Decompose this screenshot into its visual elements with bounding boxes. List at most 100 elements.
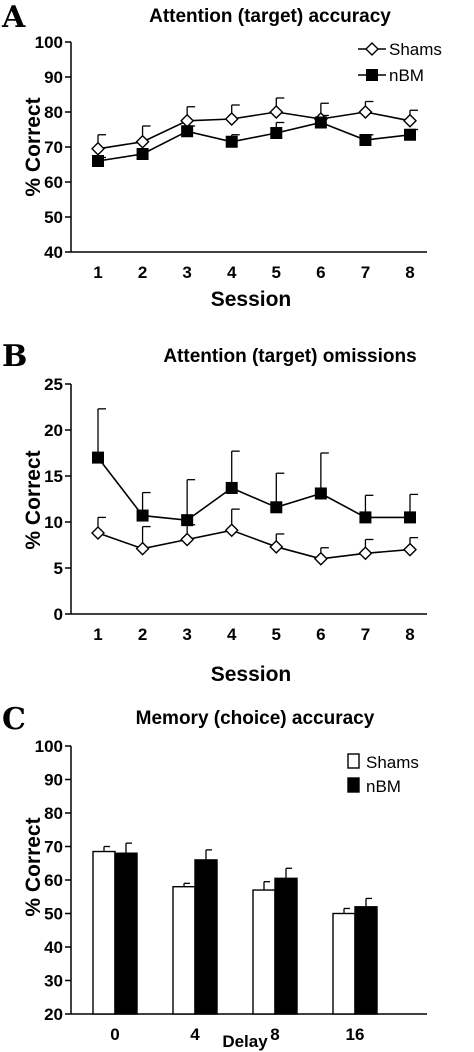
data-point-nbm	[270, 127, 283, 139]
y-tick-label: 90	[44, 771, 63, 790]
y-tick-label: 40	[44, 938, 63, 957]
y-tick-label: 80	[44, 804, 63, 823]
legend-marker	[365, 42, 379, 56]
data-point-nbm	[314, 487, 327, 500]
data-point-nbm	[404, 511, 416, 524]
data-point-shams	[269, 105, 284, 119]
bar-shams	[92, 850, 116, 1015]
x-tick-label: 6	[316, 263, 325, 282]
data-point-nbm	[404, 128, 416, 141]
x-tick-label: 5	[272, 263, 281, 282]
data-point-nbm	[136, 509, 149, 522]
data-point-nbm	[225, 481, 238, 494]
y-tick-label: 20	[44, 1005, 63, 1024]
panel-letter-c: C	[2, 702, 26, 737]
y-tick-label: 90	[44, 68, 63, 87]
data-point-shams	[180, 113, 195, 128]
data-point-nbm	[225, 135, 238, 148]
series-line-shams	[97, 529, 411, 560]
bar-shams	[332, 912, 356, 1015]
ylabel-c: % Correct	[22, 817, 45, 916]
data-point-shams	[91, 526, 105, 541]
title-a: Attention (target) accuracy	[149, 6, 391, 27]
y-tick-label: 30	[44, 972, 63, 991]
x-tick-label: 1	[93, 263, 102, 282]
data-point-shams	[224, 112, 239, 126]
x-tick-label: 8	[270, 1025, 279, 1044]
y-tick-label: 40	[44, 243, 63, 262]
data-point-nbm	[314, 116, 327, 129]
y-tick-label: 15	[44, 467, 63, 486]
data-point-shams	[91, 141, 105, 156]
data-point-shams	[358, 546, 373, 561]
title-c: Memory (choice) accuracy	[136, 708, 375, 729]
data-point-nbm	[136, 148, 149, 160]
data-point-shams	[224, 523, 239, 538]
data-point-shams	[403, 542, 417, 557]
x-tick-label: 2	[138, 263, 147, 282]
x-tick-label: 4	[227, 625, 237, 644]
y-tick-label: 0	[54, 605, 63, 624]
data-point-nbm	[92, 155, 104, 167]
y-tick-label: 10	[44, 513, 63, 532]
data-point-nbm	[181, 125, 194, 138]
x-tick-label: 4	[227, 263, 237, 282]
xlabel-a: Session	[211, 288, 292, 311]
x-tick-label: 8	[405, 625, 414, 644]
legend-label: nBM	[366, 777, 401, 796]
title-b: Attention (target) omissions	[163, 346, 416, 367]
x-tick-label: 5	[272, 625, 281, 644]
xlabel-b: Session	[211, 663, 292, 686]
x-tick-label: 8	[405, 263, 414, 282]
data-point-shams	[358, 105, 373, 119]
x-tick-label: 6	[316, 625, 325, 644]
legend-label: Shams	[389, 40, 442, 59]
ylabel-a: % Correct	[22, 97, 45, 196]
y-tick-label: 80	[44, 103, 63, 122]
y-tick-label: 50	[44, 905, 63, 924]
legend-swatch	[347, 777, 360, 793]
plot-b: 0 5 10 15 20 25 1 2 3 4 5 6 7 8	[44, 375, 427, 644]
bar-shams	[172, 886, 196, 1015]
x-tick-label: 7	[361, 263, 370, 282]
x-tick-label: 4	[190, 1025, 200, 1044]
y-tick-label: 60	[44, 871, 63, 890]
x-tick-label: 16	[346, 1025, 365, 1044]
legend-label: nBM	[389, 66, 424, 85]
plot-c: 20 30 40 50 60 70 80 90 100 0 4 8 16 Shams nBM	[35, 737, 427, 1044]
bar-nbm	[114, 852, 138, 1015]
y-tick-label: 100	[35, 33, 63, 52]
xlabel-c: Delay	[222, 1032, 268, 1051]
data-point-shams	[403, 113, 417, 128]
panel-letter-b: B	[2, 339, 27, 374]
y-tick-label: 100	[35, 737, 63, 756]
x-tick-label: 3	[182, 263, 191, 282]
y-tick-label: 5	[54, 559, 63, 578]
y-tick-label: 50	[44, 208, 63, 227]
data-point-shams	[313, 551, 328, 566]
legend-label: Shams	[366, 753, 419, 772]
series-line-nbm	[97, 121, 411, 162]
x-tick-label: 2	[138, 625, 147, 644]
ylabel-b: % Correct	[22, 450, 45, 549]
bar-nbm	[194, 859, 218, 1015]
data-point-shams	[135, 134, 150, 149]
bar-shams	[252, 889, 276, 1015]
data-point-nbm	[359, 511, 372, 524]
data-point-nbm	[181, 514, 194, 527]
data-point-nbm	[270, 501, 283, 514]
data-point-nbm	[92, 451, 104, 464]
bar-nbm	[354, 906, 378, 1015]
bar-nbm	[274, 877, 298, 1015]
series-line-nbm	[97, 457, 410, 522]
x-tick-label: 0	[110, 1025, 119, 1044]
data-point-shams	[135, 541, 150, 556]
series-line-shams	[97, 111, 411, 150]
legend-swatch	[347, 753, 360, 769]
data-point-shams	[180, 532, 195, 547]
x-tick-label: 1	[93, 625, 102, 644]
legend-marker	[366, 69, 378, 81]
plot-a: 40 50 60 70 80 90 100 1 2 3 4 5 6 7 8 Shams nBM	[35, 33, 442, 282]
y-tick-label: 70	[44, 138, 63, 157]
